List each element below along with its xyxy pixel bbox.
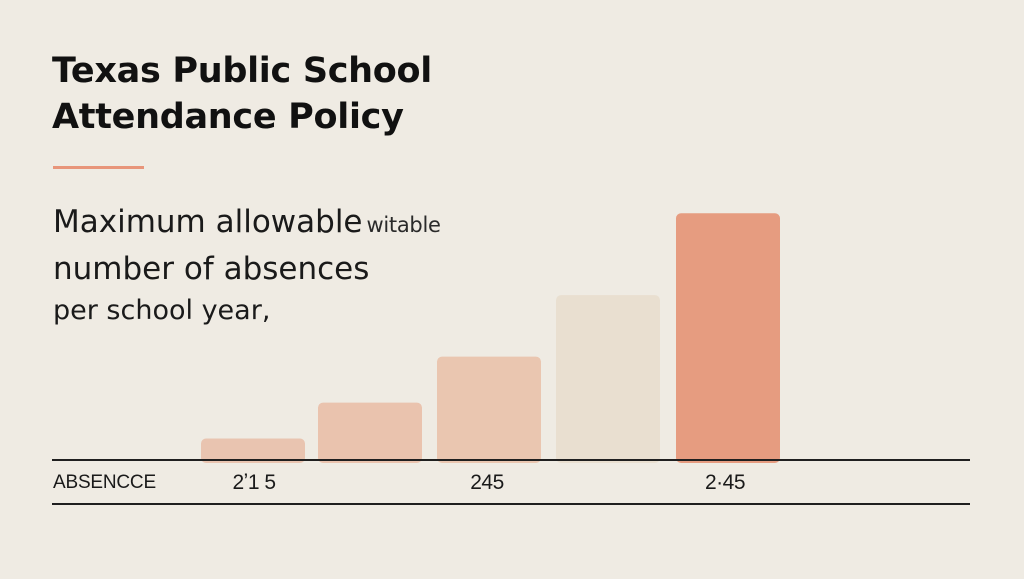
chart-subtitle: Maximum allowable witable number of absen… xyxy=(53,200,441,331)
subtitle-line-3: per school year, xyxy=(53,295,271,326)
x-axis-title: ABSENCCE xyxy=(53,472,156,493)
bar-4 xyxy=(556,295,660,463)
x-tick-label: 2ʼ1 5 xyxy=(232,471,276,494)
title-line-1: Texas Public School xyxy=(52,51,432,91)
bar-1 xyxy=(201,438,305,463)
accent-rule xyxy=(53,166,144,169)
title-line-2: Attendance Policy xyxy=(52,97,404,137)
x-tick-label: 2·45 xyxy=(704,471,746,494)
subtitle-line-2: number of absences xyxy=(53,251,370,287)
x-axis-bottom-rule xyxy=(52,503,970,505)
x-tick-label: 245 xyxy=(470,471,504,494)
bar-5 xyxy=(676,213,780,463)
subtitle-stray-text: witable xyxy=(366,213,441,237)
subtitle-line-1: Maximum allowable witable xyxy=(53,204,441,240)
bar-3 xyxy=(437,356,541,463)
bar-2 xyxy=(318,402,422,463)
chart-title: Texas Public School Attendance Policy xyxy=(52,48,432,140)
x-axis-line xyxy=(52,459,970,461)
